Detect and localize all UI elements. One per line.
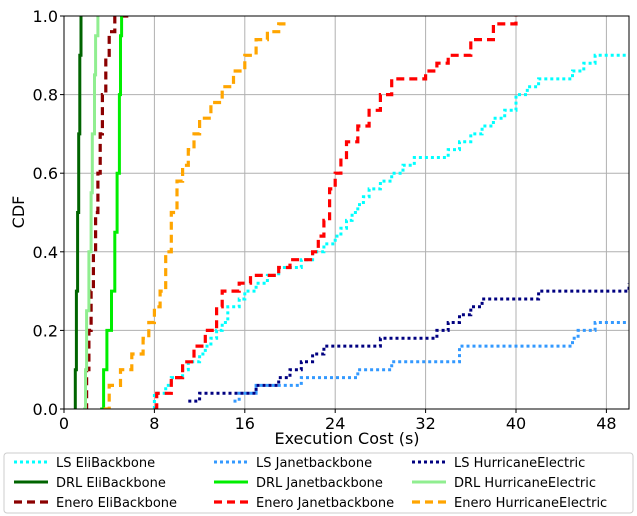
- series-line-ls-hurricaneelectric: [188, 283, 629, 403]
- series-layer: [73, 16, 629, 409]
- x-tick-label: 0: [59, 414, 69, 433]
- series-line-enero-hurricaneelectric: [103, 22, 290, 409]
- x-tick-label: 16: [235, 414, 255, 433]
- x-axis-ticks: 0 8 16 24 32 40 48: [59, 409, 617, 433]
- series-line-ls-elibackbone: [152, 53, 629, 409]
- x-tick-label: 40: [506, 414, 526, 433]
- y-tick-label: 0.8: [33, 86, 58, 105]
- plot-frame: [63, 15, 630, 410]
- x-tick-label: 8: [149, 414, 159, 433]
- y-axis-label: CDF: [9, 196, 28, 229]
- x-tick-label: 48: [596, 414, 616, 433]
- legend-label-ls-hurricaneelectric: LS HurricaneElectric: [454, 456, 585, 471]
- y-tick-label: 0.6: [33, 164, 58, 183]
- legend-label-drl-hurricaneelectric: DRL HurricaneElectric: [454, 476, 596, 491]
- legend-label-ls-elibackbone: LS EliBackbone: [56, 456, 155, 471]
- legend-label-drl-elibackbone: DRL EliBackbone: [56, 476, 166, 491]
- legend-label-enero-hurricaneelectric: Enero HurricaneElectric: [454, 496, 607, 511]
- legend-label-drl-janetbackbone: DRL Janetbackbone: [256, 476, 383, 491]
- y-tick-label: 1.0: [33, 7, 58, 26]
- y-tick-label: 0.4: [33, 243, 58, 262]
- legend: LS EliBackbone DRL EliBackbone Enero EliBa…: [3, 452, 634, 514]
- legend-box: [3, 452, 634, 514]
- grid: [63, 15, 629, 410]
- x-tick-label: 24: [325, 414, 345, 433]
- x-axis-label: Execution Cost (s): [274, 429, 419, 448]
- legend-label-enero-elibackbone: Enero EliBackbone: [56, 496, 177, 511]
- series-line-drl-hurricaneelectric: [83, 16, 100, 409]
- y-tick-label: 0.0: [33, 400, 58, 419]
- y-axis-ticks: 0.0 0.2 0.4 0.6 0.8 1.0: [33, 7, 64, 419]
- series-line-drl-janetbackbone: [100, 16, 124, 409]
- series-line-enero-elibackbone: [84, 16, 129, 409]
- y-tick-label: 0.2: [33, 321, 58, 340]
- legend-label-enero-janetbackbone: Enero Janetbackbone: [256, 496, 394, 511]
- x-tick-label: 32: [415, 414, 435, 433]
- legend-label-ls-janetbackbone: LS Janetbackbone: [256, 456, 372, 471]
- series-line-enero-janetbackbone: [154, 16, 518, 409]
- series-line-ls-janetbackbone: [233, 321, 629, 403]
- series-line-drl-elibackbone: [73, 16, 83, 409]
